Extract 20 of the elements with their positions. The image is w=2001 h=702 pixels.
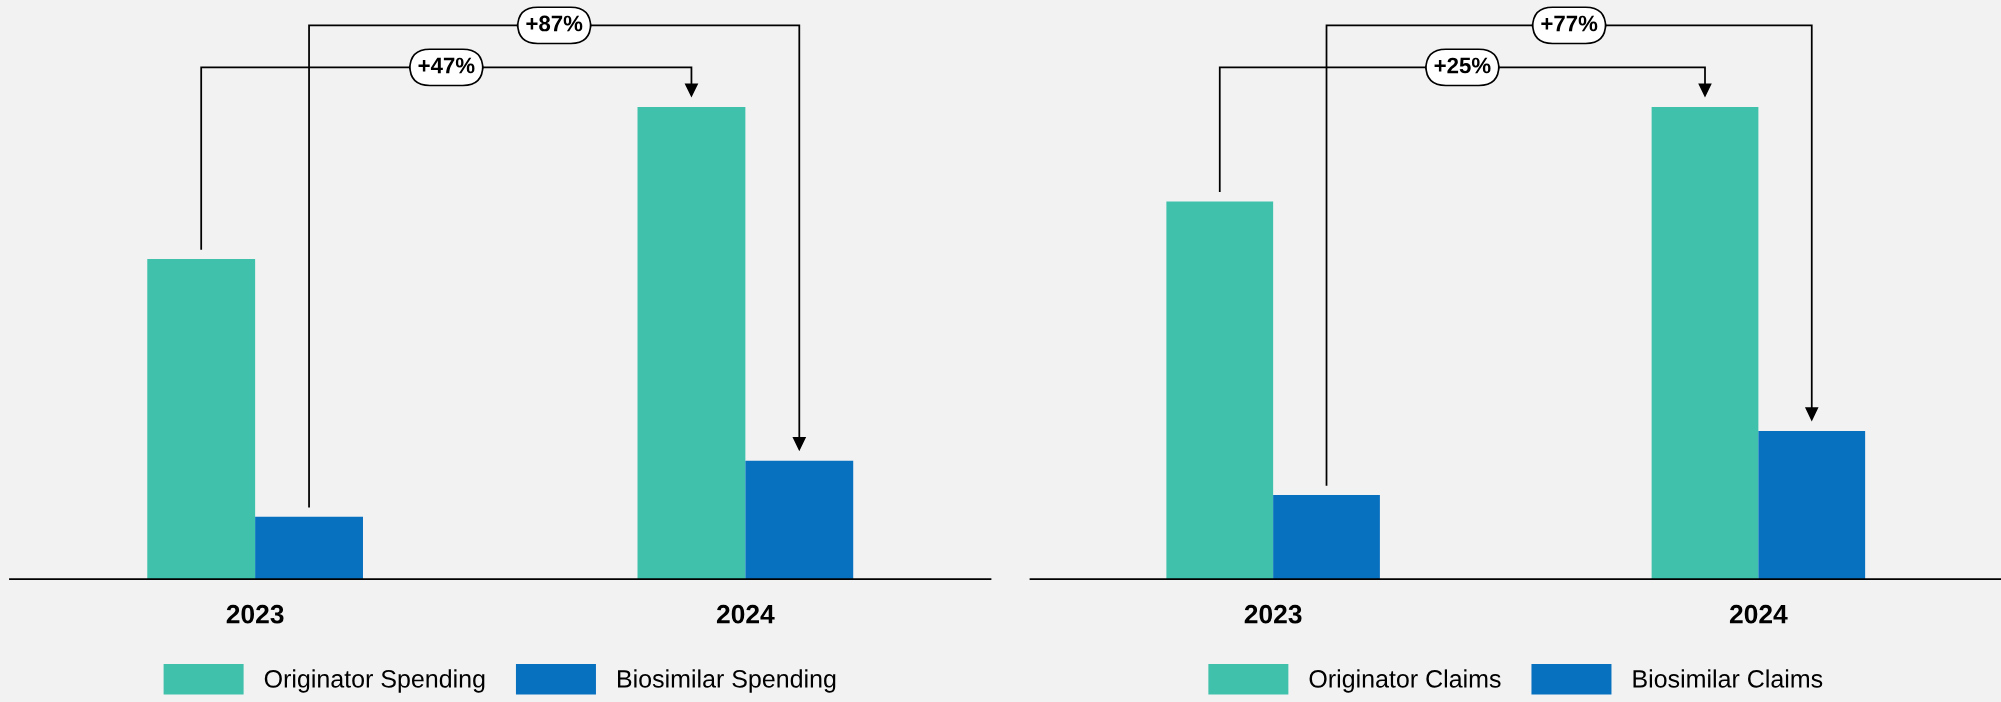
legend-label: Biosimilar Spending [618,669,836,693]
bar [1651,107,1759,580]
bar [147,259,256,580]
text: +25% [1434,57,1491,74]
bar [255,516,363,580]
bar [1166,201,1274,580]
x-tick-label: 2024 [716,604,775,624]
bar [637,107,746,580]
x-tick-label: 2024 [1729,604,1788,624]
legend-label: Originator Spending [264,669,485,693]
bar [1758,430,1866,580]
text: +87% [526,15,583,32]
legend-label: Biosimilar Claims [1633,669,1823,688]
x-tick-label: 2023 [226,604,284,624]
x-tick-label: 2023 [1244,604,1302,624]
bar [1273,495,1380,580]
text: +47% [418,57,475,74]
bar [745,460,854,580]
legend-label: Originator Claims [1309,669,1501,693]
text: +77% [1541,15,1598,32]
